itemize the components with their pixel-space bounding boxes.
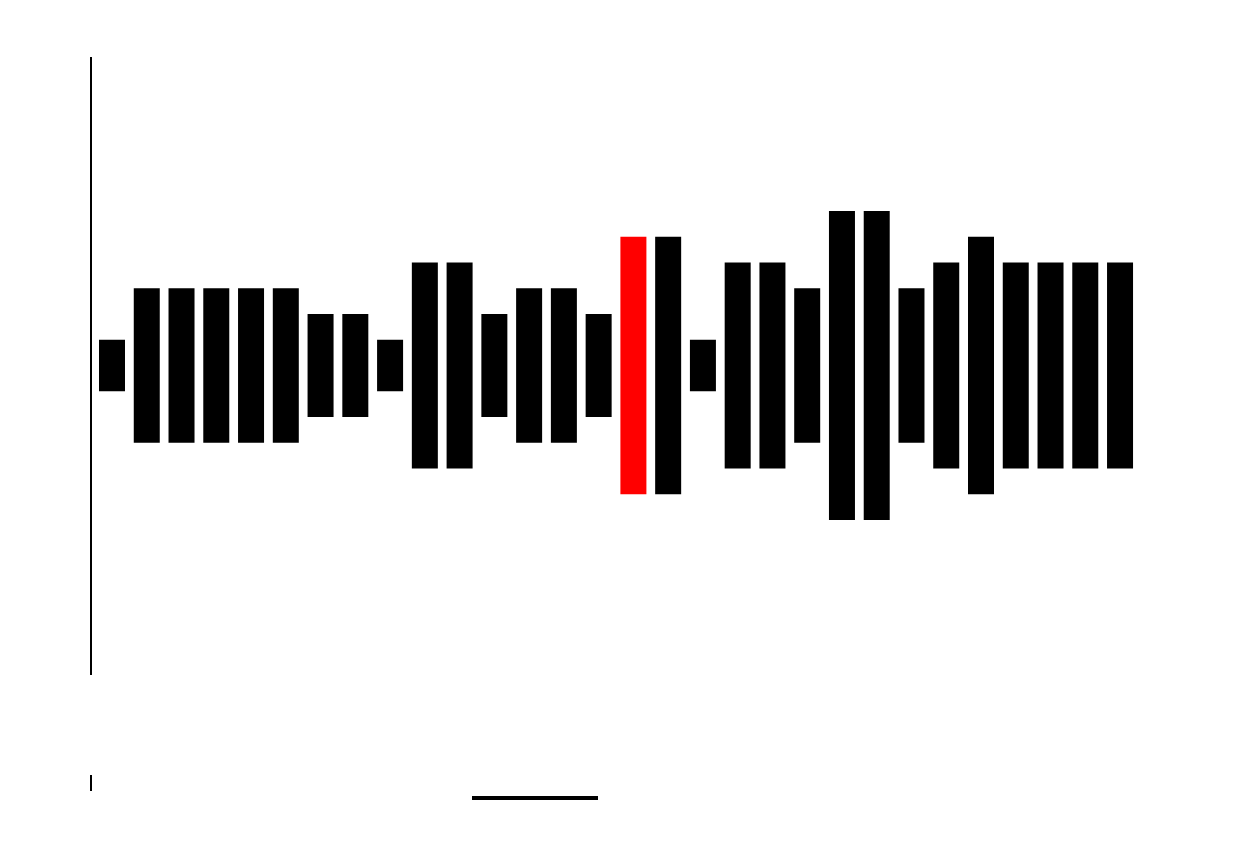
- bar: [516, 288, 543, 443]
- bar: [933, 262, 960, 469]
- bar: [655, 236, 682, 495]
- bar: [168, 288, 195, 443]
- bar: [759, 262, 786, 469]
- bar: [272, 288, 299, 443]
- bar: [411, 262, 438, 469]
- bar: [550, 288, 577, 443]
- bar: [99, 339, 125, 392]
- bar: [446, 262, 473, 469]
- bar: [1002, 262, 1029, 469]
- bar: [828, 211, 855, 520]
- bar: [1107, 262, 1134, 469]
- bar: [689, 339, 716, 392]
- bar: [898, 288, 925, 443]
- highlighted-bar: [620, 236, 647, 495]
- bar: [238, 288, 265, 443]
- bar: [481, 314, 508, 417]
- bar: [133, 288, 160, 443]
- bar: [724, 262, 751, 469]
- bar: [203, 288, 230, 443]
- bar: [1072, 262, 1099, 469]
- bar: [968, 236, 994, 495]
- bar: [342, 314, 369, 417]
- bar: [1037, 262, 1064, 469]
- bar: [585, 314, 612, 417]
- bar: [377, 339, 404, 392]
- bars-group: [99, 211, 1134, 520]
- bar: [307, 314, 334, 417]
- bar: [794, 288, 821, 443]
- bar: [863, 211, 890, 520]
